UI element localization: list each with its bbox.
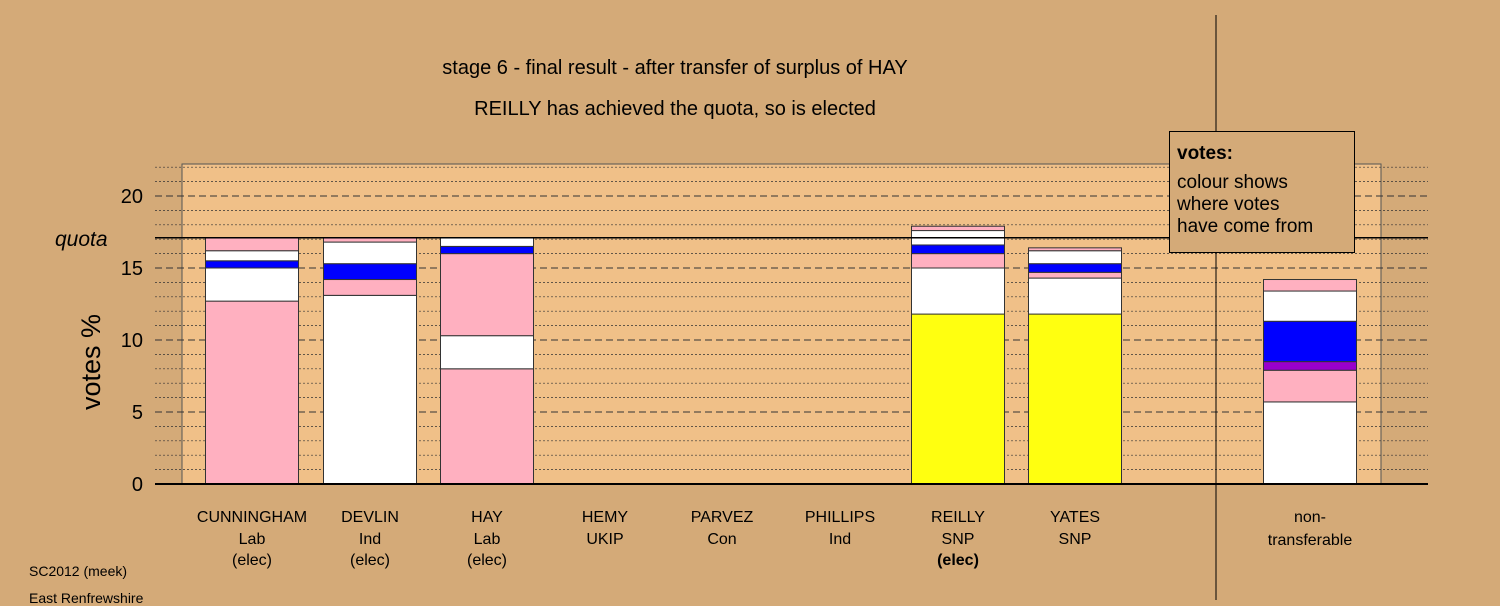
bar-hay-segment — [440, 368, 534, 485]
legend-line-3: have come from — [1177, 216, 1314, 237]
bar-cunningham-segment — [205, 267, 299, 302]
x-label-devlin: DEVLIN — [341, 509, 399, 526]
bar-devlin-segment — [323, 294, 417, 485]
bar-nontransferable-segment — [1263, 361, 1357, 371]
x-party-reilly: SNP — [942, 531, 975, 548]
bar-nontransferable-segment — [1263, 369, 1357, 403]
x-status-reilly: (elec) — [937, 552, 979, 569]
footer-method: SC2012 (meek) — [29, 563, 128, 579]
bar-reilly-segment — [911, 267, 1005, 315]
x-label-hay: HAY — [471, 509, 503, 526]
x-label-reilly: REILLY — [931, 509, 985, 526]
y-tick-label: 10 — [121, 330, 143, 352]
x-party-hemy: UKIP — [586, 531, 623, 548]
x-label-cunningham: CUNNINGHAM — [197, 509, 307, 526]
bar-hay-segment — [440, 237, 534, 247]
x-party-yates: SNP — [1059, 531, 1092, 548]
legend-box: votes: colour shows where votes have com… — [1169, 131, 1355, 253]
legend-line-2: where votes — [1177, 194, 1280, 215]
bar-hay-segment — [440, 245, 534, 255]
x-label-hemy: HEMY — [582, 509, 629, 526]
x-status-devlin: (elec) — [350, 552, 390, 569]
bar-cunningham-segment — [205, 300, 299, 485]
x-label-parvez: PARVEZ — [691, 509, 754, 526]
bar-yates-segment — [1028, 277, 1122, 315]
bar-cunningham-segment — [205, 260, 299, 269]
x-party-phillips: Ind — [829, 531, 851, 548]
x-party-hay: Lab — [474, 531, 501, 548]
bar-yates-segment — [1028, 247, 1122, 252]
bar-yates-segment — [1028, 271, 1122, 279]
bar-nontransferable-segment — [1263, 290, 1357, 322]
bar-yates-segment — [1028, 313, 1122, 485]
x-party-devlin: Ind — [359, 531, 381, 548]
x-label-yates: YATES — [1050, 509, 1100, 526]
bar-yates-segment — [1028, 263, 1122, 273]
legend-line-1: colour shows — [1177, 172, 1288, 193]
y-tick-label: 5 — [132, 402, 143, 424]
bar-reilly-segment — [911, 225, 1005, 232]
x-status-hay: (elec) — [467, 552, 507, 569]
x-party-parvez: Con — [707, 531, 736, 548]
bar-nontransferable-segment — [1263, 320, 1357, 363]
x-party-cunningham: Lab — [239, 531, 266, 548]
y-tick-label: 15 — [121, 258, 143, 280]
bar-reilly-segment — [911, 313, 1005, 485]
bar-reilly-segment — [911, 253, 1005, 269]
bar-hay-segment — [440, 253, 534, 337]
bar-devlin-segment — [323, 279, 417, 296]
y-tick-label: 20 — [121, 186, 143, 208]
x-label-nontransferable-1: non- — [1294, 509, 1326, 526]
bar-devlin-segment — [323, 241, 417, 265]
chart-subtitle: REILLY has achieved the quota, so is ele… — [474, 98, 876, 120]
bar-reilly-segment — [911, 244, 1005, 255]
bar-nontransferable-segment — [1263, 401, 1357, 485]
y-tick-label: 0 — [132, 474, 143, 496]
x-label-nontransferable-2: transferable — [1268, 532, 1353, 549]
bar-nontransferable-segment — [1263, 279, 1357, 292]
bar-devlin-segment — [323, 263, 417, 281]
y-axis-label: votes % — [76, 314, 106, 410]
bar-cunningham-segment — [205, 250, 299, 262]
bar-yates-segment — [1028, 250, 1122, 265]
chart-title: stage 6 - final result - after transfer … — [442, 57, 907, 79]
legend-title: votes: — [1177, 143, 1233, 164]
footer-council: East Renfrewshire — [29, 590, 144, 606]
bar-hay-segment — [440, 335, 534, 370]
quota-label: quota — [55, 228, 108, 251]
x-label-phillips: PHILLIPS — [805, 509, 875, 526]
bar-cunningham-segment — [205, 237, 299, 252]
x-status-cunningham: (elec) — [232, 552, 272, 569]
